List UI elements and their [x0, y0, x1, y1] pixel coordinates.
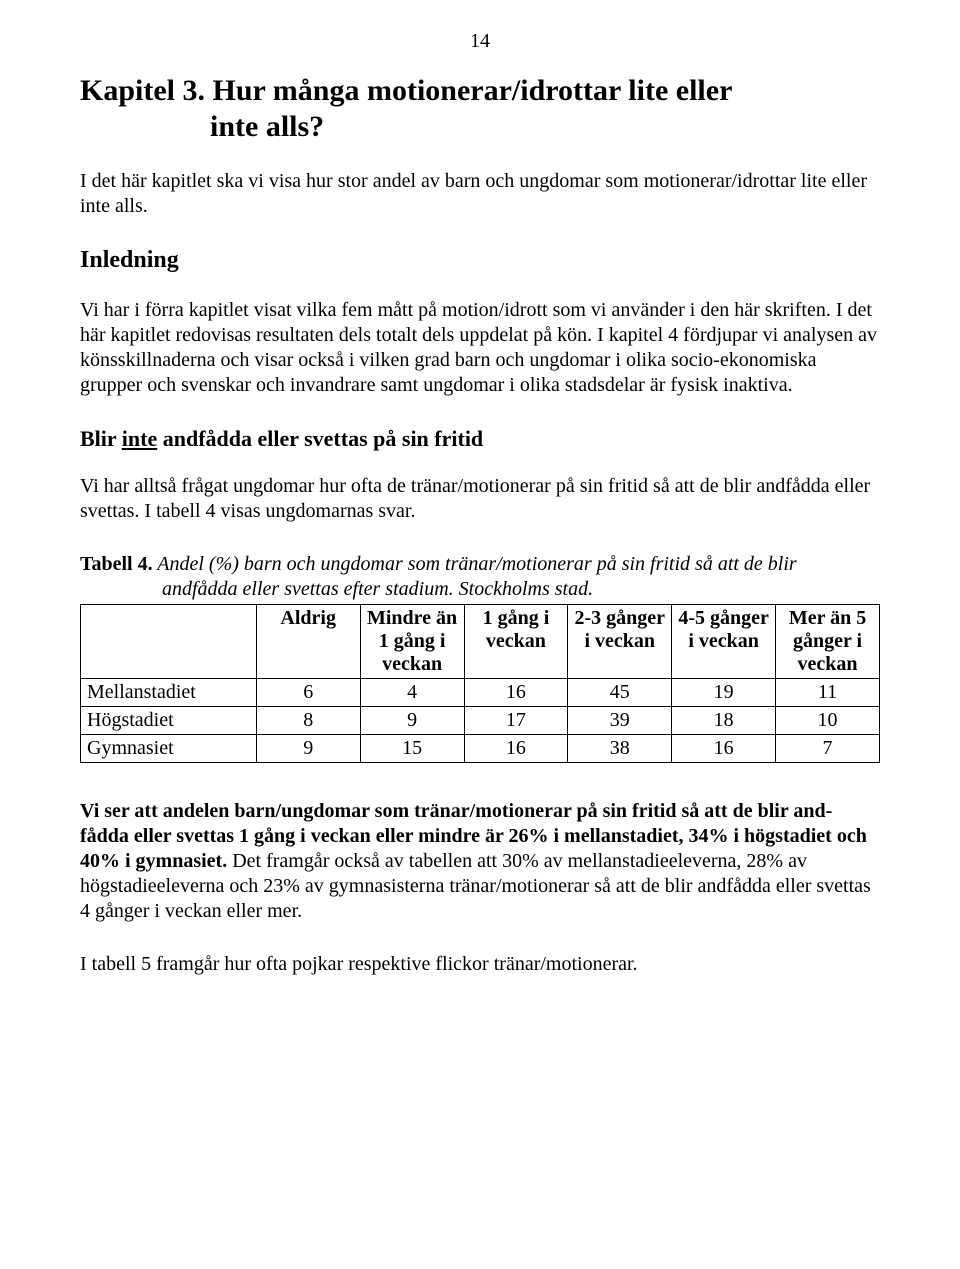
- table-cell: 39: [568, 707, 672, 735]
- sub-body: Vi har alltså frågat ungdomar hur ofta d…: [80, 474, 880, 524]
- table-cell: 9: [256, 735, 360, 763]
- table-header-col: 2-3 gånger i veckan: [568, 605, 672, 679]
- table-header-col: 4-5 gånger i veckan: [672, 605, 776, 679]
- conclusion-paragraph: Vi ser att andelen barn/ungdomar som trä…: [80, 799, 880, 924]
- table-header-empty: [81, 605, 257, 679]
- chapter-title: Kapitel 3. Hur många motionerar/idrottar…: [80, 73, 880, 145]
- subheading-post: andfådda eller svettas på sin fritid: [157, 426, 483, 451]
- document-page: 14 Kapitel 3. Hur många motionerar/idrot…: [0, 0, 960, 1269]
- table-cell: 10: [776, 707, 880, 735]
- intro-paragraph: I det här kapitlet ska vi visa hur stor …: [80, 169, 880, 219]
- table-cell: 4: [360, 679, 464, 707]
- table-header-col: 1 gång i veckan: [464, 605, 568, 679]
- page-number: 14: [80, 30, 880, 53]
- table-cell: 45: [568, 679, 672, 707]
- table-row-label: Gymnasiet: [81, 735, 257, 763]
- table-cell: 17: [464, 707, 568, 735]
- final-paragraph: I tabell 5 framgår hur ofta pojkar respe…: [80, 952, 880, 977]
- subheading-underlined: inte: [122, 426, 157, 451]
- table-cell: 38: [568, 735, 672, 763]
- section-heading-inledning: Inledning: [80, 247, 880, 274]
- table-cell: 11: [776, 679, 880, 707]
- table-header-col: Mer än 5 gånger i veckan: [776, 605, 880, 679]
- table-row: Mellanstadiet 6 4 16 45 19 11: [81, 679, 880, 707]
- table-header-col: Aldrig: [256, 605, 360, 679]
- table-row: Högstadiet 8 9 17 39 18 10: [81, 707, 880, 735]
- table-cell: 16: [464, 735, 568, 763]
- data-table: Aldrig Mindre än 1 gång i veckan 1 gång …: [80, 604, 880, 763]
- chapter-title-line1: Kapitel 3. Hur många motionerar/idrottar…: [80, 74, 732, 107]
- table-cell: 7: [776, 735, 880, 763]
- table-cell: 8: [256, 707, 360, 735]
- table-cell: 15: [360, 735, 464, 763]
- table-row-label: Högstadiet: [81, 707, 257, 735]
- table-cell: 16: [464, 679, 568, 707]
- table-cell: 16: [672, 735, 776, 763]
- table-caption: Tabell 4. Andel (%) barn och ungdomar so…: [80, 552, 880, 602]
- table-caption-title-line1: Andel (%) barn och ungdomar som tränar/m…: [153, 553, 797, 575]
- table-cell: 9: [360, 707, 464, 735]
- inledning-body: Vi har i förra kapitlet visat vilka fem …: [80, 298, 880, 398]
- table-cell: 6: [256, 679, 360, 707]
- table-header-row: Aldrig Mindre än 1 gång i veckan 1 gång …: [81, 605, 880, 679]
- table-row: Gymnasiet 9 15 16 38 16 7: [81, 735, 880, 763]
- table-cell: 19: [672, 679, 776, 707]
- subheading-blir-inte: Blir inte andfådda eller svettas på sin …: [80, 426, 880, 452]
- table-caption-label: Tabell 4.: [80, 553, 153, 575]
- subheading-pre: Blir: [80, 426, 122, 451]
- table-caption-title-line2: andfådda eller svettas efter stadium. St…: [80, 577, 880, 602]
- table-cell: 18: [672, 707, 776, 735]
- table-header-col: Mindre än 1 gång i veckan: [360, 605, 464, 679]
- table-row-label: Mellanstadiet: [81, 679, 257, 707]
- chapter-title-line2: inte alls?: [80, 109, 880, 145]
